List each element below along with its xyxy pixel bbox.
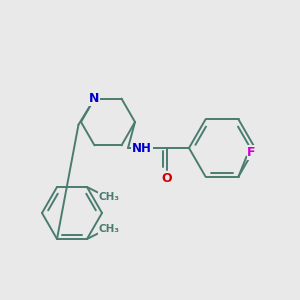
- Text: N: N: [89, 92, 100, 105]
- Text: O: O: [162, 172, 172, 185]
- Text: CH₃: CH₃: [98, 224, 119, 234]
- Text: CH₃: CH₃: [98, 192, 119, 202]
- Text: NH: NH: [132, 142, 152, 154]
- Text: F: F: [247, 146, 256, 159]
